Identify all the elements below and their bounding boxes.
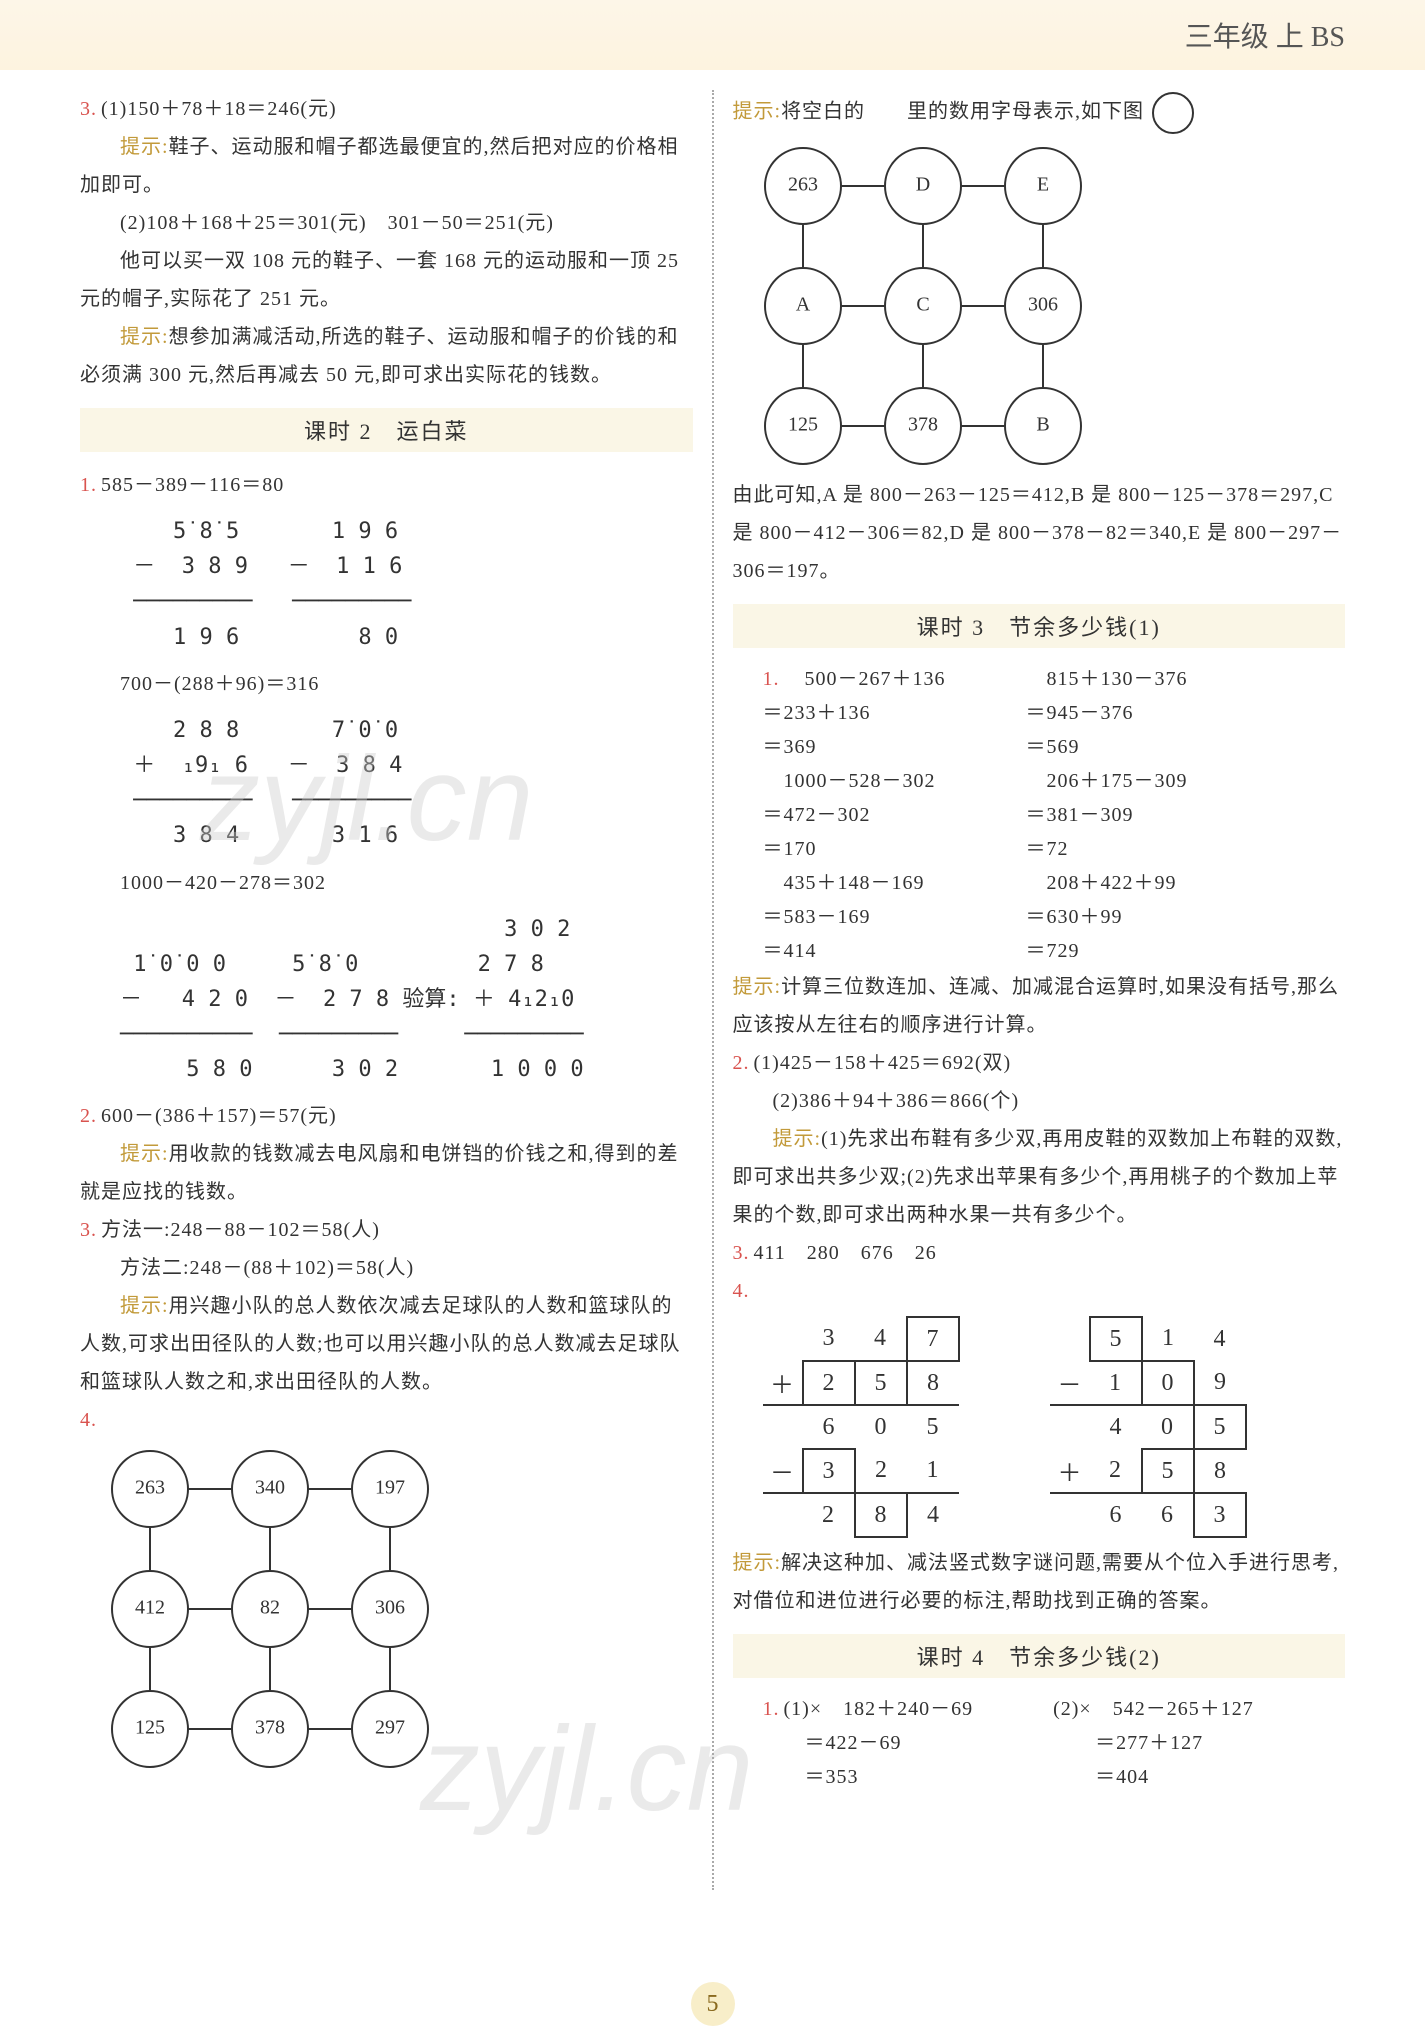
- lesson3-title: 课时 3 节余多少钱(1): [733, 604, 1346, 648]
- page-header: 三年级 上 BS: [0, 0, 1425, 70]
- l2q1-eq2: 700－(288＋96)＝316: [80, 665, 693, 703]
- svg-text:197: 197: [375, 1477, 405, 1499]
- l2q1-eq1: 1.585－389－116＝80: [80, 466, 693, 504]
- svg-text:C: C: [916, 294, 929, 316]
- l2q2-hint: 提示:用收款的钱数减去电风扇和电饼铛的价钱之和,得到的差就是应找的钱数。: [80, 1135, 693, 1211]
- column-divider: [712, 90, 714, 1890]
- svg-text:306: 306: [1028, 294, 1058, 316]
- l2q4-num: 4.: [80, 1401, 693, 1439]
- l2q1-calc2: 2 8 8 7̇ 0̇ 0 ＋ ₁9₁ 6 － 3 8 4 ───────── …: [120, 713, 693, 854]
- q3-hint2: 提示:想参加满减活动,所选的鞋子、运动服和帽子的价钱的和必须满 300 元,然后…: [80, 318, 693, 394]
- svg-text:A: A: [795, 294, 810, 316]
- left-column: 3.(1)150＋78＋18＝246(元) 提示:鞋子、运动服和帽子都选最便宜的…: [60, 90, 713, 1794]
- svg-text:306: 306: [375, 1597, 405, 1619]
- l3q4-hint: 提示:解决这种加、减法竖式数字谜问题,需要从个位入手进行思考,对借位和进位进行必…: [733, 1544, 1346, 1620]
- svg-text:297: 297: [375, 1717, 405, 1739]
- right-column: 提示:将空白的 里的数用字母表示,如下图 263 D E A C 306 125 378 B 由…: [713, 90, 1366, 1794]
- l3q1-hint: 提示:计算三位数连加、连减、加减混合运算时,如果没有括号,那么应该按从左往右的顺…: [733, 968, 1346, 1044]
- q3-number: 3.: [80, 98, 97, 120]
- blank-circle-icon: [1150, 90, 1196, 136]
- svg-text:B: B: [1036, 414, 1049, 436]
- svg-text:263: 263: [135, 1477, 165, 1499]
- l2q3-m1: 3.方法一:248－88－102＝58(人): [80, 1211, 693, 1249]
- l2q3-hint: 提示:用兴趣小队的总人数依次减去足球队的人数和篮球队的人数,可求出田径队的人数;…: [80, 1287, 693, 1401]
- l3q3: 3.411 280 676 26: [733, 1234, 1346, 1272]
- svg-text:412: 412: [135, 1597, 165, 1619]
- grid-solution: 由此可知,A 是 800－263－125＝412,B 是 800－125－378…: [733, 476, 1346, 590]
- l3q2-hint: 提示:(1)先求出布鞋有多少双,再用皮鞋的双数加上布鞋的双数,即可求出共多少双;…: [733, 1120, 1346, 1234]
- svg-text:125: 125: [135, 1717, 165, 1739]
- svg-text:E: E: [1036, 174, 1048, 196]
- l2q3-m2: 方法二:248－(88＋102)＝58(人): [80, 1249, 693, 1287]
- circle-grid-top: 263 D E A C 306 125 378 B: [733, 136, 1113, 476]
- svg-text:340: 340: [255, 1477, 285, 1499]
- l3q2-l1: 2.(1)425－158＋425＝692(双): [733, 1044, 1346, 1082]
- l3q1: 1. 500－267＋136 ＝233＋136 ＝369 1000－528－30…: [733, 662, 1346, 1044]
- vertical-puzzle: 347＋258605－321284514－109405＋258663: [733, 1310, 1346, 1544]
- lesson2-title: 课时 2 运白菜: [80, 408, 693, 452]
- svg-text:125: 125: [788, 414, 818, 436]
- svg-text:D: D: [915, 174, 929, 196]
- grade-label: 三年级 上 BS: [1185, 15, 1345, 55]
- lesson4-title: 课时 4 节余多少钱(2): [733, 1634, 1346, 1678]
- l3q4-num: 4.: [733, 1272, 1346, 1310]
- l3q2-l2: (2)386＋94＋386＝866(个): [733, 1082, 1346, 1120]
- svg-text:82: 82: [260, 1597, 280, 1619]
- circle-grid-bottom: 263 340 197 412 82 306 125 378 297: [80, 1439, 460, 1779]
- q3-line3: 他可以买一双 108 元的鞋子、一套 168 元的运动服和一顶 25 元的帽子,…: [80, 242, 693, 318]
- svg-text:378: 378: [255, 1717, 285, 1739]
- svg-text:378: 378: [908, 414, 938, 436]
- l2q1-calc1: 5̇ 8̇ 5 1 9 6 － 3 8 9 － 1 1 6 ───────── …: [120, 514, 693, 655]
- page-number: 5: [691, 1982, 735, 2026]
- q3-line2: (2)108＋168＋25＝301(元) 301－50＝251(元): [80, 204, 693, 242]
- q3-line1: 3.(1)150＋78＋18＝246(元): [80, 90, 693, 128]
- l2q2: 2.600－(386＋157)＝57(元): [80, 1097, 693, 1135]
- svg-text:263: 263: [788, 174, 818, 196]
- l2q1-eq3: 1000－420－278＝302: [80, 864, 693, 902]
- l4q1: 1.(1)× 182＋240－69 ＝422－69 ＝353 (2)× 542－…: [763, 1692, 1346, 1794]
- hint-top: 提示:将空白的 里的数用字母表示,如下图: [733, 90, 1346, 136]
- l2q1-calc3: 3 0 2 1̇ 0̇ 0 0 5̇ 8̇ 0 2 7 8 － 4 2 0 － …: [120, 912, 693, 1088]
- q3-hint1: 提示:鞋子、运动服和帽子都选最便宜的,然后把对应的价格相加即可。: [80, 128, 693, 204]
